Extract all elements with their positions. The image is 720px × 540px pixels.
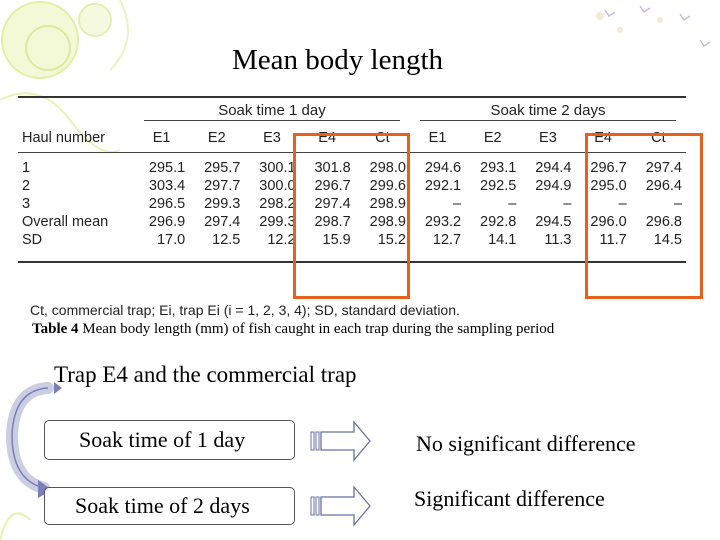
table-caption: Table 4 Mean body length (mm) of fish ca… xyxy=(32,321,554,338)
table-cell: 292.1 xyxy=(424,178,462,194)
caption-label: Table 4 xyxy=(32,321,79,337)
table-cell: 298.9 xyxy=(369,214,406,230)
slide-title: Mean body length xyxy=(231,44,443,76)
table-cell: 294.9 xyxy=(535,178,572,194)
table-cell: 298.7 xyxy=(314,214,351,230)
table-group-header-row: Soak time 1 day Soak time 2 days xyxy=(18,96,686,124)
table-cell: 296.4 xyxy=(645,178,682,194)
group-header-soak-1-day: Soak time 1 day xyxy=(134,96,410,124)
table-cell: 299.3 xyxy=(259,214,296,230)
mean-body-length-table: Soak time 1 day Soak time 2 days Haul nu… xyxy=(18,96,686,263)
column-header: E3 xyxy=(244,124,300,153)
table-row: SD 17.0 12.5 12.2 15.9 15.2 12.7 14.1 11… xyxy=(18,231,686,263)
table-cell: 15.2 xyxy=(354,231,410,263)
table-column-header-row: Haul number E1 E2 E3 E4 Ct E1 E2 E3 E4 C… xyxy=(18,124,686,153)
table-cell: 295.1 xyxy=(148,160,186,176)
column-header: Ct xyxy=(354,124,410,153)
table-cell: 295.0 xyxy=(590,178,627,194)
row-label: Overall mean xyxy=(22,214,109,230)
table-cell: – xyxy=(673,196,682,212)
table-cell: 17.0 xyxy=(134,231,190,263)
row-label: SD xyxy=(18,231,134,263)
table-cell: 15.9 xyxy=(299,231,355,263)
table-cell: 300.1 xyxy=(259,160,296,176)
table-cell: 295.7 xyxy=(204,160,241,176)
table-cell: 292.8 xyxy=(480,214,517,230)
result-soak-2-days: Significant difference xyxy=(414,486,605,511)
column-header: E1 xyxy=(134,124,190,153)
table-row: 1 295.1 295.7 300.1 301.8 298.0 294.6 29… xyxy=(18,153,686,178)
table-cell: 300.0 xyxy=(259,178,296,194)
table-row: 3 296.5 299.3 298.2 297.4 298.9 – – – – … xyxy=(18,195,686,213)
table-cell: 12.2 xyxy=(244,231,300,263)
column-header: E4 xyxy=(575,124,631,153)
table-cell: 297.4 xyxy=(314,196,351,212)
table-cell: 294.4 xyxy=(535,160,572,176)
right-arrow-icon xyxy=(310,420,371,462)
caption-text: Mean body length (mm) of fish caught in … xyxy=(82,321,555,337)
table-footnote: Ct, commercial trap; Ei, trap Ei (i = 1,… xyxy=(30,302,460,318)
group-header-soak-2-days: Soak time 2 days xyxy=(409,96,686,124)
row-header-label: Haul number xyxy=(18,124,134,153)
table-cell: 11.7 xyxy=(575,231,631,263)
column-header: E1 xyxy=(409,124,466,153)
condition-label: Soak time of 1 day xyxy=(79,427,246,452)
table-cell: 296.9 xyxy=(148,214,186,230)
table-cell: 12.5 xyxy=(189,231,245,263)
condition-box-soak-2-days: Soak time of 2 days xyxy=(44,487,295,525)
table-cell: 293.2 xyxy=(424,214,462,230)
table-cell: 298.0 xyxy=(369,160,406,176)
table-cell: – xyxy=(563,196,572,212)
table-cell: 296.0 xyxy=(590,214,627,230)
result-soak-1-day: No significant difference xyxy=(416,431,636,456)
column-header: E2 xyxy=(189,124,245,153)
table-cell: – xyxy=(508,196,517,212)
table-row: Overall mean 296.9 297.4 299.3 298.7 298… xyxy=(18,213,686,231)
table-cell: 14.5 xyxy=(630,231,686,263)
table-cell: 301.8 xyxy=(314,160,351,176)
table-cell: 298.2 xyxy=(259,196,296,212)
column-header: E2 xyxy=(465,124,521,153)
column-header: E3 xyxy=(520,124,576,153)
condition-box-soak-1-day: Soak time of 1 day xyxy=(44,420,295,460)
table-cell: 298.9 xyxy=(369,196,406,212)
table-cell: 294.5 xyxy=(535,214,572,230)
table-cell: 303.4 xyxy=(148,178,186,194)
right-arrow-icon xyxy=(310,485,371,527)
highlight-box-soak-1-day xyxy=(293,133,410,299)
table-cell: 299.3 xyxy=(204,196,241,212)
table-cell: 294.6 xyxy=(424,160,462,176)
row-label: 2 xyxy=(22,178,31,194)
table-cell: – xyxy=(618,196,627,212)
comparison-subtitle: Trap E4 and the commercial trap xyxy=(54,362,357,387)
table-cell: 296.7 xyxy=(314,178,351,194)
table-cell: 296.7 xyxy=(590,160,627,176)
table-cell: 297.4 xyxy=(204,214,241,230)
table-cell: 299.6 xyxy=(369,178,406,194)
table-cell: 296.8 xyxy=(645,214,682,230)
table-cell: 297.4 xyxy=(645,160,682,176)
condition-label: Soak time of 2 days xyxy=(75,493,250,518)
table-cell: 11.3 xyxy=(520,231,576,263)
table-cell: 293.1 xyxy=(480,160,517,176)
table-cell: 292.5 xyxy=(480,178,517,194)
row-label: 1 xyxy=(22,160,31,176)
table-cell: 296.5 xyxy=(148,196,186,212)
table-row: 2 303.4 297.7 300.0 296.7 299.6 292.1 29… xyxy=(18,177,686,195)
table-cell: 14.1 xyxy=(465,231,521,263)
table-cell: 12.7 xyxy=(409,231,466,263)
highlight-box-soak-2-days xyxy=(585,133,703,299)
table-cell: – xyxy=(453,196,462,212)
table-cell: 297.7 xyxy=(204,178,241,194)
row-label: 3 xyxy=(22,196,31,212)
